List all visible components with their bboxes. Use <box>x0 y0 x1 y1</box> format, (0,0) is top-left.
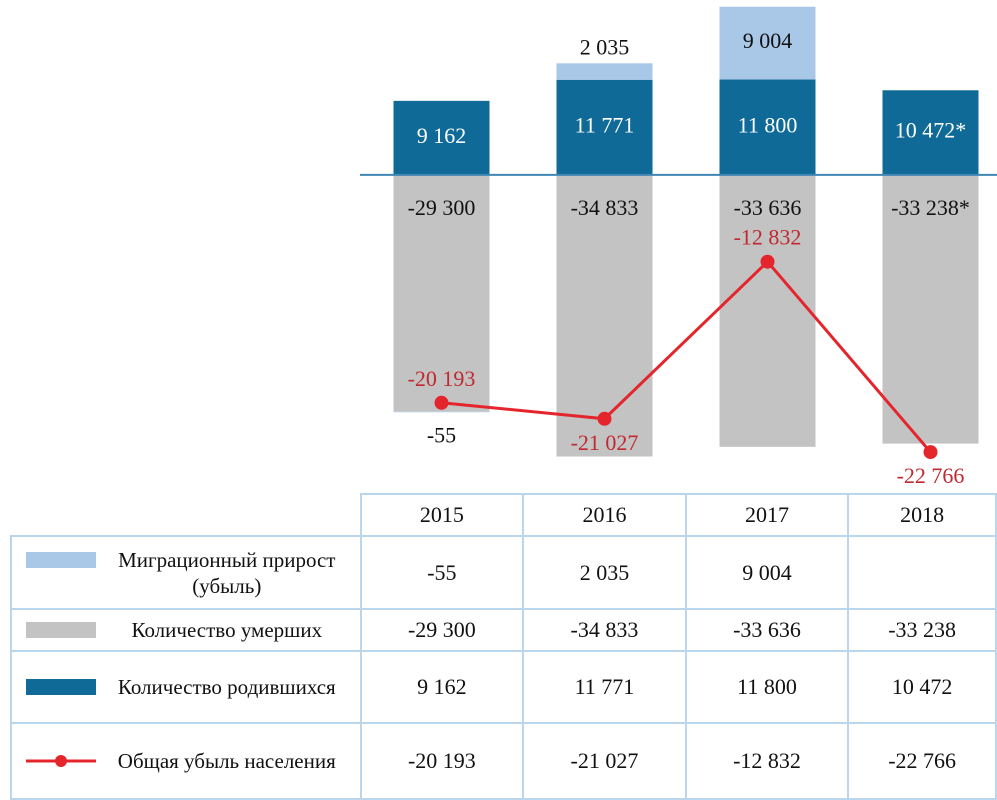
table-cell: 10 472 <box>848 651 996 723</box>
line-label: -22 766 <box>897 463 965 488</box>
table-row-label: Количество родившихся <box>11 651 361 723</box>
legend-label: Миграционный прирост (убыль) <box>98 547 360 599</box>
line-point <box>598 412 612 426</box>
table-row-label: Миграционный прирост (убыль) <box>11 536 361 609</box>
legend-entry: Общая убыль населения <box>12 748 360 774</box>
table-cell: 9 162 <box>361 651 524 723</box>
table-cell: 2 035 <box>523 536 686 609</box>
legend-entry: Миграционный прирост (убыль) <box>12 547 360 599</box>
table-cell: -33 636 <box>686 609 849 651</box>
legend-swatch <box>12 748 98 774</box>
data-label: 11 771 <box>575 112 635 137</box>
legend-label: Количество умерших <box>98 617 360 643</box>
table-cell: -22 766 <box>848 723 996 799</box>
legend-swatch <box>12 674 98 700</box>
table-cell: 11 771 <box>523 651 686 723</box>
legend-swatch-icon <box>12 547 98 573</box>
table-cell: -34 833 <box>523 609 686 651</box>
table-cell: 11 800 <box>686 651 849 723</box>
line-point <box>435 396 449 410</box>
data-label: -34 833 <box>571 195 639 220</box>
data-label: -29 300 <box>408 195 476 220</box>
data-label: -55 <box>427 422 456 447</box>
data-label: 2 035 <box>580 34 630 59</box>
table-cell <box>848 536 996 609</box>
line-label: -20 193 <box>408 366 476 391</box>
line-point <box>761 255 775 269</box>
table-header-cell: 2018 <box>848 494 996 536</box>
legend-swatch <box>12 617 98 643</box>
table-cell: 9 004 <box>686 536 849 609</box>
data-label: -33 636 <box>734 195 802 220</box>
legend-entry: Количество родившихся <box>12 674 360 700</box>
legend-dot <box>55 755 67 767</box>
legend-label: Количество родившихся <box>98 674 360 700</box>
line <box>442 262 931 452</box>
legend-label: Общая убыль населения <box>98 748 360 774</box>
legend-rect <box>26 679 96 695</box>
table-cell: -29 300 <box>361 609 524 651</box>
table-row-label: Количество умерших <box>11 609 361 651</box>
table-header-cell: 2015 <box>361 494 524 536</box>
table-header-cell: 2016 <box>523 494 686 536</box>
table-row: Количество умерших-29 300-34 833-33 636-… <box>11 609 996 651</box>
table-row: Общая убыль населения-20 193-21 027-12 8… <box>11 723 996 799</box>
data-label: 9 004 <box>743 28 793 53</box>
table-header-cell: 2017 <box>686 494 849 536</box>
data-label: 10 472* <box>895 118 967 143</box>
line-label: -12 832 <box>734 225 802 250</box>
table-corner <box>11 494 361 536</box>
legend-rect <box>26 622 96 638</box>
table-row-label: Общая убыль населения <box>11 723 361 799</box>
legend-swatch-icon <box>12 617 98 643</box>
table-cell: -20 193 <box>361 723 524 799</box>
legend-swatch-icon <box>12 674 98 700</box>
line-point <box>924 445 938 459</box>
legend-swatch <box>12 547 98 573</box>
legend-rect <box>26 552 96 568</box>
table-cell: -12 832 <box>686 723 849 799</box>
legend-entry: Количество умерших <box>12 617 360 643</box>
data-label: 9 162 <box>417 123 467 148</box>
bar <box>557 63 653 79</box>
table-cell: -33 238 <box>848 609 996 651</box>
legend-swatch-icon <box>12 748 98 774</box>
data-label: -33 238* <box>891 195 970 220</box>
table-cell: -21 027 <box>523 723 686 799</box>
data-label: 11 800 <box>738 112 798 137</box>
table-cell: -55 <box>361 536 524 609</box>
chart: 9 162 -29 300 -55 11 771 -34 833 2 035 11 800 -… <box>0 0 997 493</box>
line-label: -21 027 <box>571 430 639 455</box>
